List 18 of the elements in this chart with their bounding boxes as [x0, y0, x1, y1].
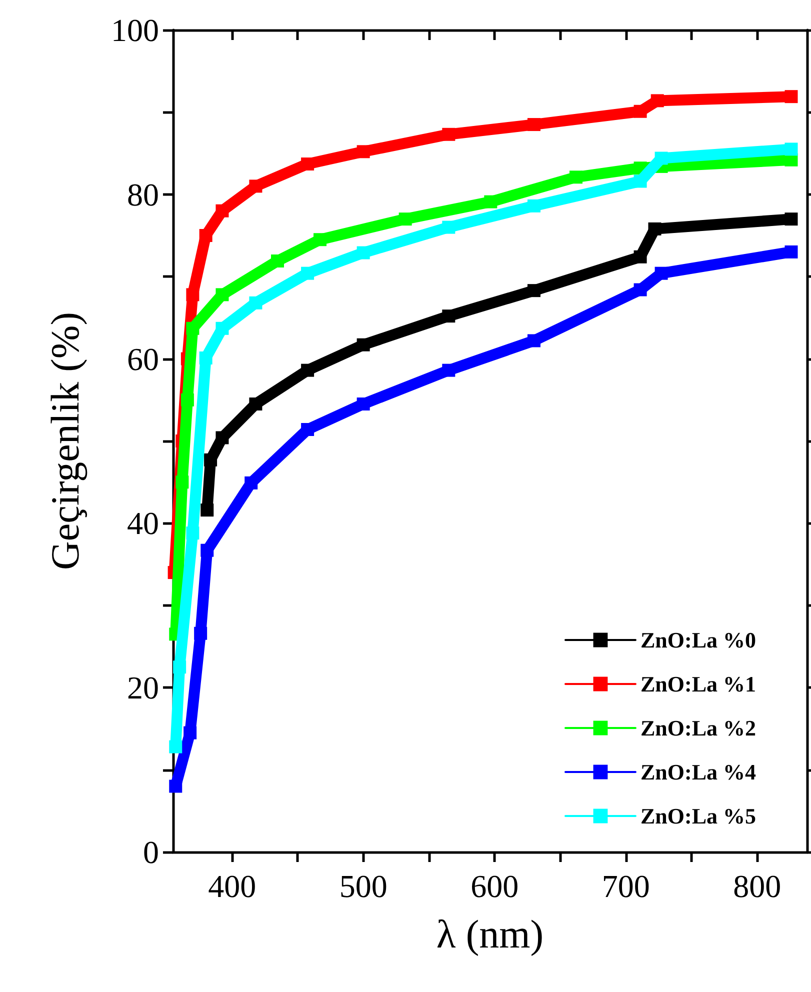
x-tick-label: 700	[602, 868, 650, 904]
legend-label: ZnO:La %5	[640, 804, 756, 828]
x-axis-title: λ (nm)	[436, 912, 544, 956]
legend-label: ZnO:La %1	[640, 672, 756, 696]
y-tick-label: 80	[127, 176, 159, 212]
legend-label: ZnO:La %2	[640, 716, 756, 740]
x-tick-label: 400	[208, 868, 256, 904]
x-tick-label: 800	[733, 868, 782, 904]
x-tick-label: 600	[470, 868, 519, 904]
y-tick-label: 100	[111, 12, 159, 48]
y-tick-label: 60	[127, 340, 159, 377]
y-tick-label: 0	[143, 834, 159, 870]
legend-label: ZnO:La %4	[640, 760, 756, 784]
legend-label: ZnO:La %0	[640, 628, 756, 652]
y-tick-label: 40	[127, 505, 159, 542]
x-tick-label: 500	[339, 868, 388, 904]
y-axis-title: Geçirgenlik (%)	[42, 312, 88, 570]
y-tick-label: 20	[127, 670, 159, 706]
